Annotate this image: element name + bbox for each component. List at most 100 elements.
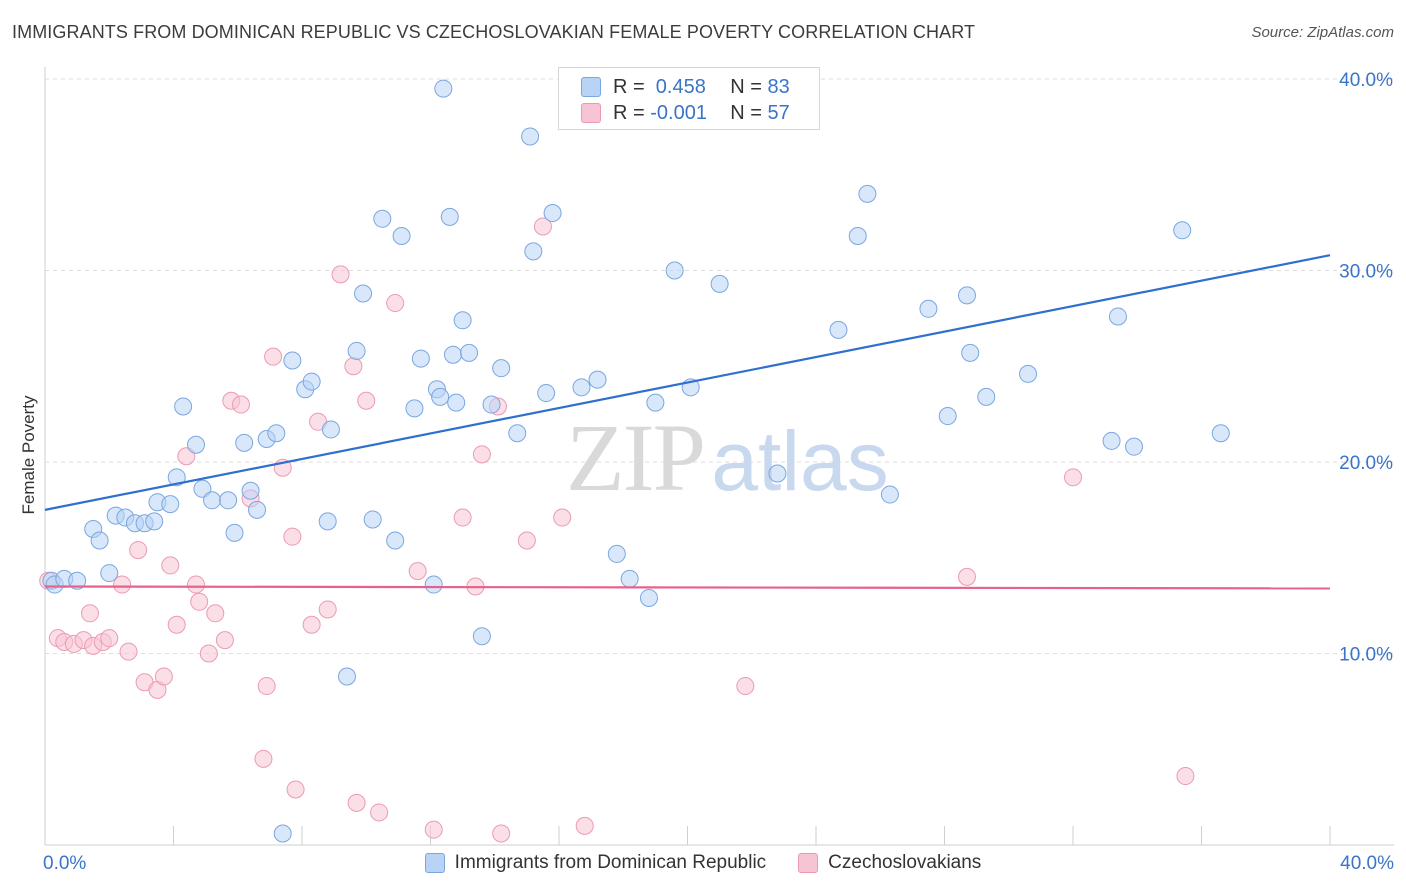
czechoslovakians-point [347, 793, 366, 812]
legend-n-label: N = [730, 75, 768, 98]
dominican-point [405, 399, 424, 418]
dominican-point [225, 523, 244, 542]
y-tick-label: 30.0% [1339, 262, 1393, 283]
legend-r-label: R = [613, 75, 651, 98]
dominican-point [248, 500, 267, 519]
dominican-point [90, 531, 109, 550]
dominican-point [1108, 307, 1127, 326]
dominican-point [443, 345, 462, 364]
czechoslovakians-point [492, 824, 511, 843]
dominican-point [354, 284, 373, 303]
y-tick-label: 40.0% [1339, 70, 1393, 91]
grid-lines [45, 78, 1394, 654]
dominican-point [524, 242, 543, 261]
legend-n-value: 57 [767, 101, 790, 124]
series-legend-czechoslovakians: Czechoslovakians [798, 852, 981, 874]
dominican-point [460, 343, 479, 362]
dominican-point [302, 372, 321, 391]
czechoslovakians-point [80, 604, 99, 623]
dominican-point [588, 370, 607, 389]
dominican-point [267, 424, 286, 443]
y-tick-label: 20.0% [1339, 453, 1393, 474]
dominican-trend-line [44, 254, 1331, 511]
czechoslovakians-point [199, 644, 218, 663]
czechoslovakians-point [206, 604, 225, 623]
dominican-point [203, 491, 222, 510]
series-label-dominican: Immigrants from Dominican Republic [454, 852, 767, 873]
dominican-point [521, 127, 540, 146]
chart-title: IMMIGRANTS FROM DOMINICAN REPUBLIC VS CZ… [12, 22, 976, 42]
czechoslovakians-point [113, 575, 132, 594]
dominican-point [235, 433, 254, 452]
czechoslovakians-trend-line [44, 585, 1331, 590]
czechoslovakians-point [119, 642, 138, 661]
dominican-point [283, 351, 302, 370]
czechoslovakians-point [100, 629, 119, 648]
czechoslovakians-point [190, 592, 209, 611]
czechoslovakians-point [533, 217, 552, 236]
dominican-point [440, 207, 459, 226]
dominican-point [829, 320, 848, 339]
dominican-point [1125, 437, 1144, 456]
dominican-point [768, 464, 787, 483]
dominican-point [1173, 221, 1192, 240]
dominican-point [447, 393, 466, 412]
dominican-point [961, 343, 980, 362]
dominican-point [434, 79, 453, 98]
x-tick-label: 40.0% [1340, 853, 1394, 874]
dominican-point [411, 349, 430, 368]
dominican-point [620, 569, 639, 588]
dominican-point [1211, 424, 1230, 443]
czechoslovakians-point [331, 265, 350, 284]
dominican-point [848, 227, 867, 246]
watermark: ZIP atlas [566, 404, 889, 511]
dominican-point [386, 531, 405, 550]
dominican-point [508, 424, 527, 443]
dominican-point [543, 204, 562, 223]
czechoslovakians-point [357, 391, 376, 410]
legend-swatch-blue [581, 77, 601, 97]
dominican-point [337, 667, 356, 686]
czechoslovakians-point [264, 347, 283, 366]
dominican-point [858, 184, 877, 203]
dominican-point [938, 407, 957, 426]
czechoslovakians-point [1064, 468, 1082, 487]
czechoslovakians-point [283, 527, 302, 546]
czechoslovakians-point [1176, 767, 1195, 786]
legend-n-value: 83 [767, 75, 790, 98]
correlation-legend: R = 0.458 N = 83 R = -0.001 N = 57 [558, 67, 820, 130]
series-legend-dominican: Immigrants from Dominican Republic [424, 852, 767, 874]
legend-swatch-pink [581, 103, 601, 123]
dominican-point [607, 544, 626, 563]
dominican-point [174, 397, 193, 416]
dominican-point [957, 286, 976, 305]
series-label-czechoslovakians: Czechoslovakians [828, 852, 982, 873]
dominican-point [482, 395, 501, 414]
dominican-point [424, 575, 443, 594]
y-tick-label: 10.0% [1339, 645, 1393, 666]
dominican-point [241, 481, 260, 500]
trend-lines [44, 254, 1331, 590]
legend-r-label: R = [613, 101, 651, 124]
czechoslovakians-point [553, 508, 572, 527]
dominican-point [1019, 364, 1038, 383]
dominican-point [639, 588, 658, 607]
dominican-point [193, 479, 212, 498]
legend-n-label: N = [730, 101, 768, 124]
dominican-point [363, 510, 382, 529]
czechoslovakians-point [161, 556, 180, 575]
watermark-zip: ZIP [566, 404, 704, 511]
dominican-point [273, 824, 292, 843]
dominican-point [472, 627, 491, 646]
czechoslovakians-point [408, 562, 427, 581]
czechoslovakians-point [186, 575, 205, 594]
dominican-point [665, 261, 684, 280]
dominican-point [537, 384, 556, 403]
dominican-point [710, 274, 729, 293]
czechoslovakians-point [302, 615, 321, 634]
dominican-points [42, 79, 1230, 843]
legend-r-value: -0.001 [650, 101, 707, 124]
czechoslovakians-point [957, 567, 976, 586]
czechoslovakians-point [344, 357, 363, 376]
